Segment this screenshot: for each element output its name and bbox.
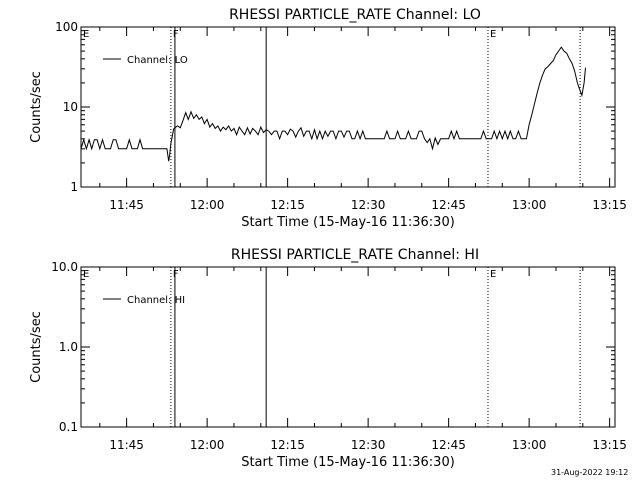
- x-tick-label: 12:15: [270, 198, 305, 212]
- legend-label: Channel: LO: [127, 55, 188, 66]
- x-tick-label: 12:00: [190, 198, 225, 212]
- plot-frame: [80, 26, 616, 188]
- y-tick-label: 1.0: [59, 340, 78, 354]
- event-marker-label: E: [490, 269, 496, 280]
- x-tick-label: 11:45: [109, 438, 144, 452]
- x-tick-label: 13:15: [592, 198, 627, 212]
- legend-label: Channel: HI: [127, 295, 185, 306]
- x-tick-label: 12:45: [431, 438, 466, 452]
- chart-title: RHESSI PARTICLE_RATE Channel: LO: [229, 7, 481, 23]
- y-tick-label: 10.0: [51, 260, 78, 274]
- x-tick-label: 13:00: [512, 438, 547, 452]
- x-axis-label: Start Time (15-May-16 11:36:30): [241, 455, 455, 470]
- plot-frame: [80, 266, 616, 428]
- x-tick-label: 12:30: [351, 198, 386, 212]
- x-tick-label: 13:00: [512, 198, 547, 212]
- x-tick-label: 12:45: [431, 198, 466, 212]
- event-marker-label: E: [83, 269, 89, 280]
- event-marker-label: E: [83, 29, 89, 40]
- y-tick-label: 100: [55, 20, 78, 34]
- y-tick-label: 10: [63, 100, 78, 114]
- y-tick-label: 1: [70, 180, 78, 194]
- event-marker-label: F: [173, 29, 179, 40]
- panel-lo-channel: RHESSI PARTICLE_RATE Channel: LO Start Ti…: [29, 7, 627, 230]
- panel-hi-channel: RHESSI PARTICLE_RATE Channel: HI Start Ti…: [29, 247, 627, 470]
- y-tick-label: 0.1: [59, 420, 78, 434]
- event-marker-label: F: [173, 269, 179, 280]
- chart-title: RHESSI PARTICLE_RATE Channel: HI: [231, 247, 479, 263]
- x-tick-label: 12:30: [351, 438, 386, 452]
- x-tick-label: 12:15: [270, 438, 305, 452]
- footer-timestamp: 31-Aug-2022 19:12: [551, 468, 628, 477]
- series-line-channel-lo: [80, 46, 586, 162]
- y-axis-label: Counts/sec: [29, 71, 44, 143]
- y-axis-label: Counts/sec: [29, 311, 44, 383]
- x-tick-label: 13:15: [592, 438, 627, 452]
- x-tick-label: 12:00: [190, 438, 225, 452]
- event-marker-label: E: [490, 29, 496, 40]
- x-axis-label: Start Time (15-May-16 11:36:30): [241, 215, 455, 230]
- x-tick-label: 11:45: [109, 198, 144, 212]
